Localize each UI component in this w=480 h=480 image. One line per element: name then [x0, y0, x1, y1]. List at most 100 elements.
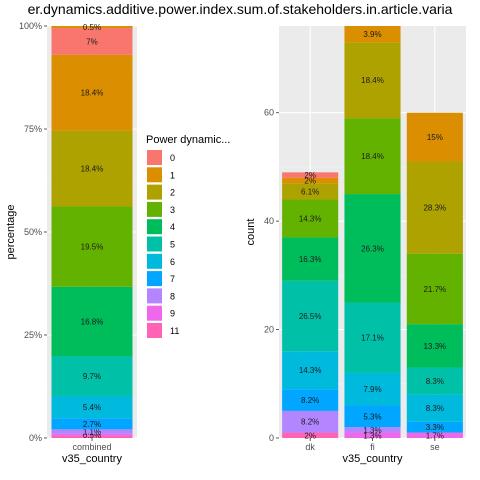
y-tick-label: 0% — [29, 433, 42, 443]
segment-label: 14.3% — [299, 366, 322, 375]
segment-label: 18.4% — [81, 89, 104, 98]
bar-segment-combined-3 — [51, 206, 133, 287]
bar-segment-dk-4 — [282, 237, 339, 281]
bar-segment-dk-2 — [282, 183, 339, 200]
segment-label: 26.3% — [361, 244, 384, 253]
segment-label: 8.3% — [426, 404, 444, 413]
bar-segment-combined-1 — [51, 54, 133, 131]
y-tick-label: 25% — [24, 330, 42, 340]
legend-label-0: 0 — [170, 153, 175, 163]
legend-swatch-3 — [147, 201, 162, 217]
segment-label: 8.2% — [301, 396, 319, 405]
segment-label: 2% — [304, 171, 316, 180]
segment-label: 16.8% — [81, 317, 104, 326]
bar-segment-combined-2 — [51, 130, 133, 207]
y-tick-label: 100% — [19, 21, 42, 31]
segment-label: 14.3% — [299, 214, 322, 223]
segment-label: 1.7% — [426, 431, 444, 440]
bar-segment-dk-8 — [282, 410, 339, 433]
bar-segment-fi-9 — [344, 432, 401, 438]
bar-segment-se-4 — [406, 324, 463, 368]
bar-segment-combined-5 — [51, 356, 133, 396]
segment-label: 5.4% — [83, 403, 101, 412]
segment-label: 3.3% — [426, 423, 444, 432]
segment-label: 6.1% — [301, 187, 319, 196]
bar-segment-combined-0 — [51, 28, 133, 55]
y-axis-title: count — [245, 219, 257, 246]
legend-swatch-8 — [147, 288, 162, 304]
bar-segment-combined-6 — [51, 395, 133, 419]
segment-label: 1.3% — [363, 431, 381, 440]
segment-label: 7.9% — [363, 385, 381, 394]
bar-segment-dk-11 — [282, 432, 339, 438]
x-axis-title: v35_country — [343, 453, 403, 465]
bar-segment-se-2 — [406, 161, 463, 254]
bar-segment-dk-3 — [282, 199, 339, 238]
y-tick-label: 75% — [24, 124, 42, 134]
legend-swatch-1 — [147, 167, 162, 183]
legend-swatch-6 — [147, 253, 162, 269]
y-axis-title: percentage — [5, 204, 17, 259]
segment-label: 17.1% — [361, 334, 384, 343]
segment-label: 15% — [427, 133, 443, 142]
legend-label-5: 5 — [170, 240, 175, 250]
segment-label: 2.7% — [83, 420, 101, 429]
y-tick-label: 0 — [269, 433, 274, 443]
bar-segment-fi-3 — [344, 118, 401, 195]
legend-label-7: 7 — [170, 274, 175, 284]
bar-segment-fi-1 — [344, 26, 401, 43]
bar-segment-se-1 — [406, 112, 463, 162]
bar-segment-dk-0 — [282, 172, 339, 178]
segment-label: 18.4% — [81, 165, 104, 174]
x-tick-label: se — [430, 442, 440, 452]
segment-label: 13.3% — [423, 342, 446, 351]
legend-swatch-0 — [147, 150, 162, 165]
x-tick-label: dk — [305, 442, 315, 452]
bar-segment-se-9 — [406, 432, 463, 438]
legend-swatch-9 — [147, 305, 162, 321]
legend-label-1: 1 — [170, 170, 175, 180]
bar-segment-dk-6 — [282, 351, 339, 390]
segment-label: 1.1% — [83, 428, 101, 437]
segment-label: 2% — [304, 431, 316, 440]
segment-label: 28.3% — [423, 204, 446, 213]
segment-label: 8.2% — [301, 418, 319, 427]
legend-swatch-7 — [147, 271, 162, 287]
segment-label: 18.4% — [361, 76, 384, 85]
legend-label-6: 6 — [170, 257, 175, 267]
bar-segment-dk-1 — [282, 177, 339, 184]
bar-segment-fi-5 — [344, 302, 401, 373]
bar-segment-combined-11 — [51, 435, 133, 438]
legend-label-8: 8 — [170, 291, 175, 301]
segment-label: 0.5% — [83, 431, 101, 440]
x-tick-label: combined — [72, 442, 111, 452]
bar-segment-dk-5 — [282, 280, 339, 352]
legend-label-4: 4 — [170, 222, 175, 232]
segment-label: 2% — [304, 177, 316, 186]
bar-segment-combined-7 — [51, 418, 133, 430]
segment-label: 26.5% — [299, 312, 322, 321]
legend-swatch-4 — [147, 219, 162, 235]
segment-label: 7% — [86, 37, 98, 46]
legend: Power dynamic... 0 1 2 3 4 5 6 7 8 9 11 — [146, 134, 230, 338]
bar-segment-se-6 — [406, 394, 463, 422]
y-tick-label: 40 — [264, 216, 274, 226]
bar-segment-fi-6 — [344, 372, 401, 406]
bar-segment-combined-9 — [51, 433, 133, 436]
legend-label-2: 2 — [170, 188, 175, 198]
legend-swatch-5 — [147, 236, 162, 252]
bar-segment-combined-4 — [51, 286, 133, 357]
y-tick-label: 60 — [264, 108, 274, 118]
bar-segment-fi-4 — [344, 194, 401, 303]
segment-label: 1.3% — [363, 426, 381, 435]
bar-segment-combined-extra — [51, 26, 133, 29]
legend-label-3: 3 — [170, 205, 175, 215]
bar-segment-se-7 — [406, 421, 463, 433]
bar-segment-fi-2 — [344, 42, 401, 119]
segment-label: 19.5% — [81, 243, 104, 252]
y-tick-label: 20 — [264, 325, 274, 335]
legend-label-9: 9 — [170, 309, 175, 319]
segment-label: 3.9% — [363, 30, 381, 39]
x-tick-label: fi — [370, 442, 375, 452]
